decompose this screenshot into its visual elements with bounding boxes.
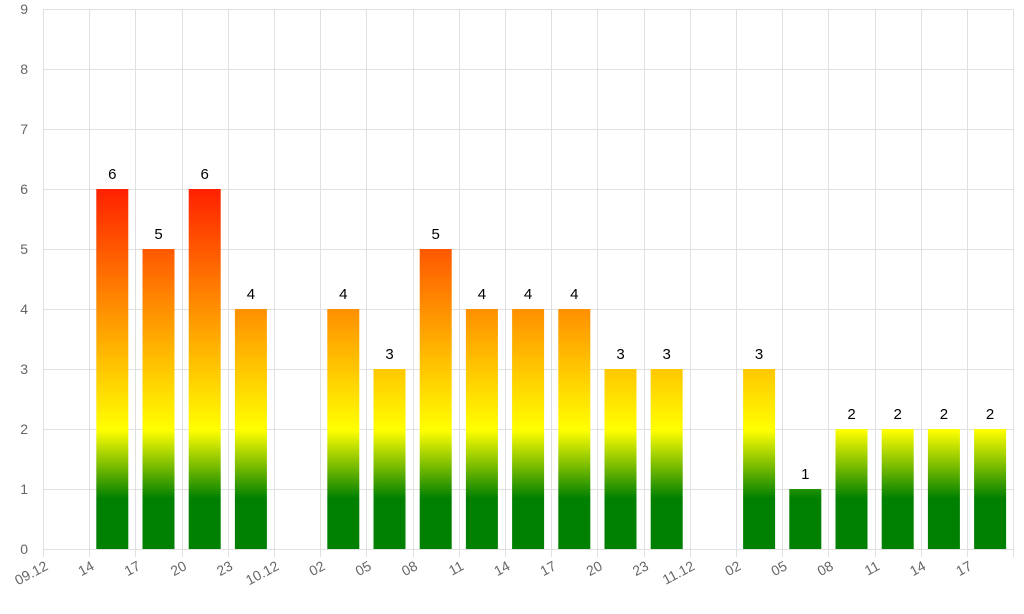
bar (974, 429, 1007, 549)
x-tick-label: 02 (722, 557, 743, 579)
bars (96, 189, 1007, 549)
x-tick-label: 11 (446, 557, 467, 578)
y-tick-label: 1 (20, 481, 28, 497)
y-tick-label: 8 (20, 61, 28, 77)
bar-value-label: 3 (755, 346, 763, 363)
bar-value-label: 6 (108, 166, 116, 183)
x-tick-label: 10.12 (243, 557, 282, 588)
y-tick-label: 7 (20, 121, 28, 137)
bar-value-label: 1 (801, 466, 809, 483)
y-tick-label: 2 (20, 421, 28, 437)
bar-value-label: 2 (940, 406, 948, 423)
bar (234, 309, 267, 549)
bar (927, 429, 960, 549)
x-axis: 09.12 14 17 20 23 10.12 02 05 08 11 14 17 20 23 11.12 0… (12, 557, 975, 588)
bar (465, 309, 498, 549)
y-tick-label: 6 (20, 181, 28, 197)
y-tick-label: 4 (20, 301, 28, 317)
bar-value-label: 6 (201, 166, 209, 183)
bar (604, 369, 637, 549)
bar (142, 249, 175, 549)
bar-value-label: 4 (339, 286, 347, 303)
data-labels: 6 5 6 4 4 3 5 4 4 4 3 3 3 1 2 2 2 2 (108, 166, 994, 483)
bar-value-label: 4 (570, 286, 578, 303)
y-tick-label: 3 (20, 361, 28, 377)
bar-value-label: 3 (663, 346, 671, 363)
x-tick-label: 02 (306, 557, 327, 579)
y-tick-label: 5 (20, 241, 28, 257)
bar (188, 189, 221, 549)
bar-value-label: 4 (247, 286, 255, 303)
x-tick-label: 17 (122, 557, 143, 579)
bar-value-label: 2 (894, 406, 902, 423)
bar (512, 309, 545, 549)
bar (96, 189, 129, 549)
x-tick-label: 08 (815, 557, 836, 579)
x-tick-label: 08 (399, 557, 420, 579)
bar (789, 489, 822, 549)
bar (419, 249, 452, 549)
bar (835, 429, 868, 549)
x-tick-label: 23 (214, 557, 235, 579)
bar-value-label: 5 (154, 226, 162, 243)
x-tick-label: 05 (768, 557, 789, 579)
bar-value-label: 3 (385, 346, 393, 363)
x-tick-label: 11 (862, 557, 883, 578)
y-axis: 0 1 2 3 4 5 6 7 8 9 (20, 1, 28, 557)
bar-value-label: 2 (986, 406, 994, 423)
bar-value-label: 5 (432, 226, 440, 243)
x-tick-label: 20 (168, 557, 189, 579)
x-tick-label: 09.12 (12, 557, 51, 588)
x-tick-label: 17 (953, 557, 974, 579)
x-tick-label: 14 (491, 557, 512, 579)
bar (327, 309, 360, 549)
bar (558, 309, 591, 549)
x-tick-label: 23 (630, 557, 651, 579)
bar (743, 369, 776, 549)
bar (373, 369, 406, 549)
x-tick-label: 17 (537, 557, 558, 579)
y-tick-label: 0 (20, 541, 28, 557)
x-tick-label: 14 (75, 557, 96, 579)
x-tick-label: 14 (907, 557, 928, 579)
x-tick-label: 20 (584, 557, 605, 579)
bar (881, 429, 914, 549)
bar-value-label: 2 (847, 406, 855, 423)
bar-value-label: 4 (478, 286, 486, 303)
x-tick-label: 11.12 (660, 557, 698, 587)
y-tick-label: 9 (20, 1, 28, 17)
bar-value-label: 4 (524, 286, 532, 303)
bar (650, 369, 683, 549)
x-tick-label: 05 (353, 557, 374, 579)
bar-value-label: 3 (616, 346, 624, 363)
